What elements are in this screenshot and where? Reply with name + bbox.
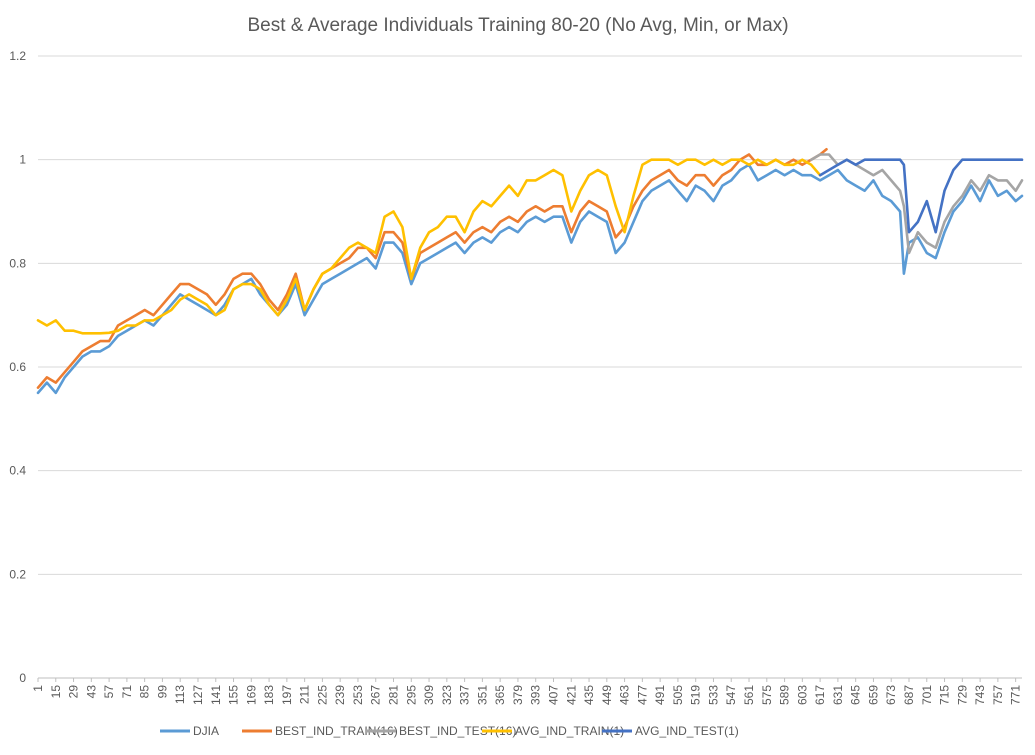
- x-tick-label: 449: [600, 685, 614, 705]
- x-tick-label: 393: [529, 685, 543, 705]
- x-tick-label: 211: [298, 685, 312, 704]
- x-tick-label: 603: [795, 685, 809, 705]
- x-tick-label: 225: [315, 685, 329, 705]
- legend-label: DJIA: [193, 724, 219, 738]
- x-tick-label: 379: [511, 685, 525, 705]
- y-tick-label: 0.2: [9, 567, 26, 581]
- x-tick-label: 85: [138, 685, 152, 699]
- x-tick-label: 463: [618, 685, 632, 705]
- x-tick-label: 701: [920, 685, 934, 705]
- series-line-2: [809, 153, 1024, 255]
- x-tick-label: 253: [351, 685, 365, 705]
- legend-label: AVG_IND_TEST(1): [635, 724, 739, 738]
- x-axis-tick-labels: 1 15 29 43 57 71 85 99 113 127 141 155 169 183 197 211 2…: [31, 678, 1023, 705]
- x-tick-label: 141: [209, 685, 223, 705]
- x-tick-label: 533: [706, 685, 720, 705]
- x-tick-label: 477: [635, 685, 649, 705]
- x-tick-label: 505: [671, 685, 685, 705]
- series-line-3: [36, 158, 822, 335]
- x-tick-label: 323: [440, 685, 454, 705]
- x-tick-label: 309: [422, 685, 436, 705]
- series-line-4: [818, 158, 1024, 234]
- x-tick-label: 155: [227, 685, 241, 705]
- x-tick-label: 29: [67, 685, 81, 699]
- y-tick-label: 0.6: [9, 360, 26, 374]
- series-line-1: [36, 148, 828, 389]
- y-tick-label: 0.4: [9, 464, 26, 478]
- x-tick-label: 491: [653, 685, 667, 705]
- x-tick-label: 281: [387, 685, 401, 705]
- legend-label: BEST_IND_TEST(16): [399, 724, 516, 738]
- x-tick-label: 99: [155, 685, 169, 699]
- x-tick-label: 421: [564, 685, 578, 705]
- series-lines: [36, 148, 1024, 395]
- x-tick-label: 547: [724, 685, 738, 705]
- x-tick-label: 295: [404, 685, 418, 705]
- y-tick-label: 1: [19, 153, 26, 167]
- legend-label: BEST_IND_TRAIN(16): [275, 724, 398, 738]
- x-tick-label: 169: [244, 685, 258, 705]
- x-tick-label: 673: [884, 685, 898, 705]
- x-tick-label: 113: [173, 685, 187, 704]
- x-tick-label: 57: [102, 685, 116, 699]
- x-tick-label: 337: [458, 685, 472, 705]
- y-tick-label: 0: [19, 671, 26, 685]
- y-tick-label: 1.2: [9, 49, 26, 63]
- x-tick-label: 561: [742, 685, 756, 705]
- x-tick-label: 267: [369, 685, 383, 705]
- x-tick-label: 71: [120, 685, 134, 699]
- x-tick-label: 575: [760, 685, 774, 705]
- x-tick-label: 729: [955, 685, 969, 705]
- x-tick-label: 771: [1009, 685, 1023, 705]
- gridlines: [38, 55, 1022, 679]
- x-tick-label: 183: [262, 685, 276, 705]
- x-tick-label: 127: [191, 685, 205, 705]
- x-tick-label: 435: [582, 685, 596, 705]
- x-tick-label: 743: [973, 685, 987, 705]
- chart-title: Best & Average Individuals Training 80-2…: [247, 15, 788, 36]
- x-tick-label: 43: [84, 685, 98, 699]
- x-tick-label: 659: [866, 685, 880, 705]
- x-tick-label: 15: [49, 685, 63, 699]
- x-tick-label: 757: [991, 685, 1005, 705]
- legend: DJIA BEST_IND_TRAIN(16) BEST_IND_TEST(16)A…: [160, 724, 739, 738]
- x-tick-label: 687: [902, 685, 916, 705]
- x-tick-label: 519: [689, 685, 703, 705]
- x-tick-label: 365: [493, 685, 507, 705]
- y-axis-tick-labels: 0 0.2 0.4 0.6 0.8 1 1.2: [9, 49, 26, 685]
- x-tick-label: 197: [280, 685, 294, 705]
- x-tick-label: 617: [813, 685, 827, 705]
- x-tick-label: 407: [546, 685, 560, 705]
- legend-label: AVG_IND_TRAIN(1): [515, 724, 624, 738]
- x-tick-label: 631: [831, 685, 845, 705]
- x-tick-label: 351: [475, 685, 489, 705]
- y-tick-label: 0.8: [9, 256, 26, 270]
- x-tick-label: 645: [849, 685, 863, 705]
- x-tick-label: 1: [31, 685, 45, 692]
- x-tick-label: 589: [778, 685, 792, 705]
- x-tick-label: 715: [938, 685, 952, 705]
- x-tick-label: 239: [333, 685, 347, 705]
- series-line-0: [36, 163, 1024, 395]
